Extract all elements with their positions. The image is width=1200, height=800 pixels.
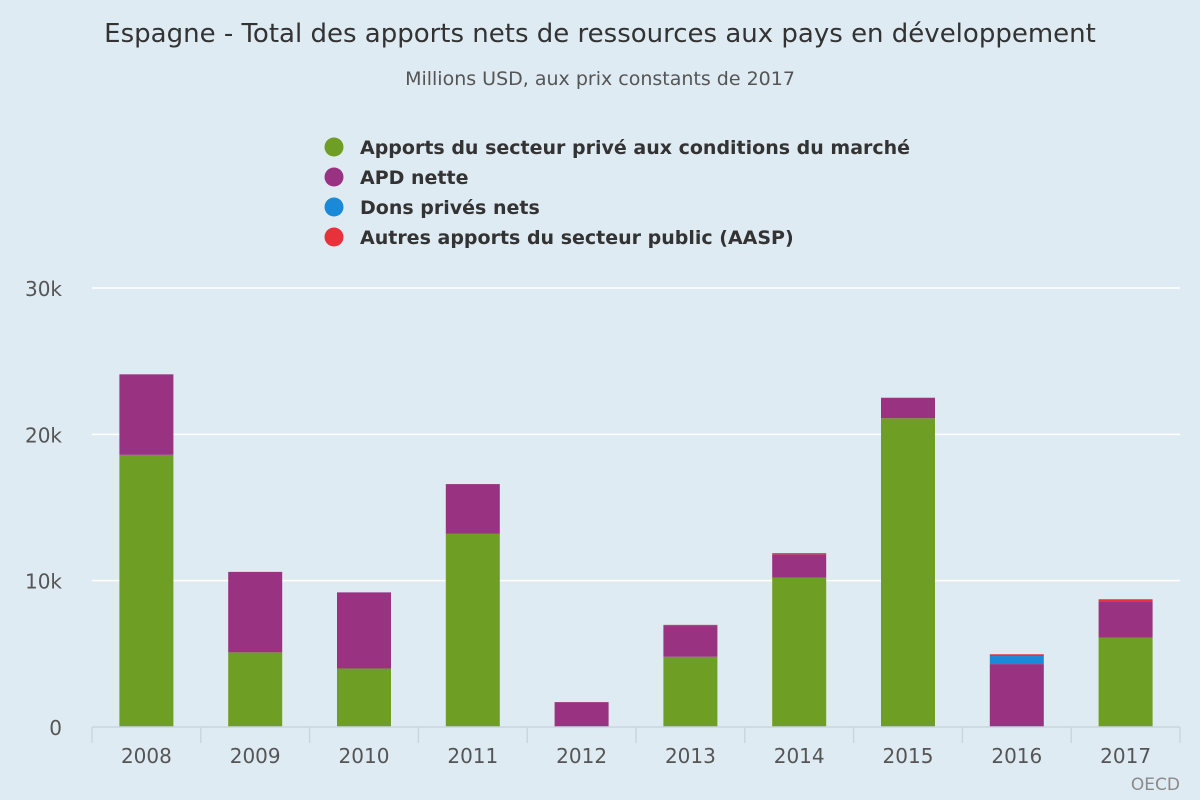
bar-segment[interactable] (989, 654, 1044, 657)
x-tick-label: 2016 (991, 744, 1042, 768)
x-tick-label: 2012 (556, 744, 607, 768)
bar-segment[interactable] (119, 454, 174, 727)
x-tick-label: 2009 (230, 744, 281, 768)
bar-segment[interactable] (663, 656, 718, 727)
x-tick-label: 2014 (774, 744, 825, 768)
legend-marker-2[interactable] (324, 197, 344, 217)
bar-segment[interactable] (337, 592, 391, 669)
bar-segment[interactable] (228, 652, 283, 727)
x-tick-label: 2010 (339, 744, 390, 768)
bar-segment[interactable] (663, 626, 718, 657)
chart-title: Espagne - Total des apports nets de ress… (104, 19, 1096, 49)
legend-label-0[interactable]: Apports du secteur privé aux conditions … (360, 137, 910, 159)
bar-segment[interactable] (663, 624, 718, 627)
y-tick-label: 30k (25, 277, 62, 301)
chart-subtitle: Millions USD, aux prix constants de 2017 (405, 68, 795, 90)
y-tick-label: 20k (25, 423, 62, 447)
bar-segment[interactable] (337, 668, 391, 727)
bar-segment[interactable] (1098, 637, 1153, 727)
bars (119, 374, 1153, 727)
x-tick-label: 2011 (447, 744, 498, 768)
x-tick-label: 2015 (883, 744, 934, 768)
legend-marker-0[interactable] (324, 137, 344, 157)
bar-segment[interactable] (554, 702, 609, 727)
legend-marker-3[interactable] (324, 227, 344, 247)
bar-segment[interactable] (1098, 601, 1153, 638)
bar-segment[interactable] (881, 418, 935, 727)
credit-text: OECD (1131, 775, 1180, 795)
bar-segment[interactable] (445, 484, 500, 534)
grid: 0 10k 20k 30k (25, 277, 1180, 740)
bar-segment[interactable] (445, 533, 500, 727)
bar-segment[interactable] (772, 553, 827, 555)
legend-label-2[interactable]: Dons privés nets (360, 197, 540, 219)
bar-segment[interactable] (119, 374, 174, 455)
bar-segment[interactable] (228, 571, 283, 653)
x-axis: 2008 2009 2010 2011 2012 2013 2014 2015 2016 2017 (91, 726, 1181, 768)
bar-segment[interactable] (1098, 599, 1153, 602)
bar-segment[interactable] (772, 577, 827, 727)
legend-marker-1[interactable] (324, 167, 344, 187)
bar-segment[interactable] (881, 397, 935, 419)
legend-label-3[interactable]: Autres apports du secteur public (AASP) (360, 227, 794, 249)
bar-segment[interactable] (772, 554, 827, 578)
legend-label-1[interactable]: APD nette (360, 167, 468, 189)
legend: Apports du secteur privé aux conditions … (324, 137, 910, 249)
bar-segment[interactable] (989, 664, 1044, 727)
x-tick-label: 2017 (1100, 744, 1151, 768)
x-tick-label: 2008 (121, 744, 172, 768)
x-tick-label: 2013 (665, 744, 716, 768)
bar-segment[interactable] (989, 656, 1044, 665)
y-tick-label: 0 (49, 716, 62, 740)
y-tick-label: 10k (25, 570, 62, 594)
